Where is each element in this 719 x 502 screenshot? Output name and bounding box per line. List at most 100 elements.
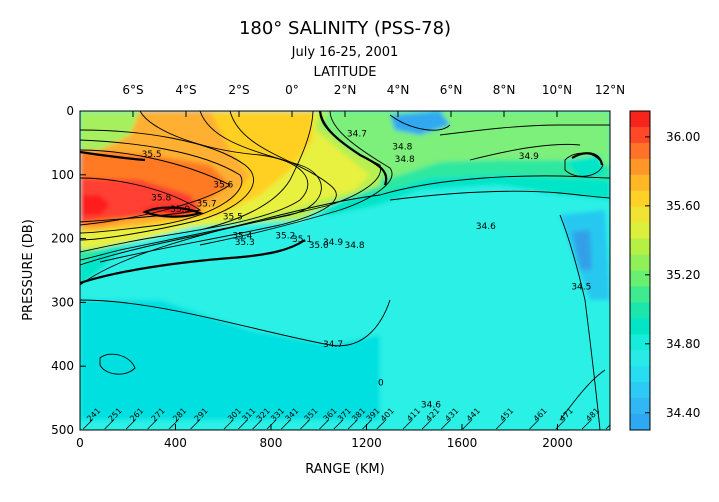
contour-line bbox=[80, 129, 255, 241]
contour-label: 35.8 bbox=[151, 193, 171, 203]
colorbar-swatch bbox=[630, 398, 650, 415]
bold-contour bbox=[80, 239, 306, 285]
contour-label: 35.6 bbox=[213, 181, 233, 191]
contour-line bbox=[80, 175, 610, 286]
contour-label: 34.7 bbox=[347, 130, 367, 140]
colorbar-swatch bbox=[630, 174, 650, 192]
colorbar-swatch bbox=[630, 382, 650, 399]
station-marker bbox=[281, 419, 291, 430]
station-marker bbox=[605, 424, 610, 430]
station-marker bbox=[300, 419, 310, 430]
station-marker bbox=[104, 419, 114, 430]
contour-line bbox=[99, 111, 337, 263]
latitude-axis: 6°S 4°S 2°S 0° 2°N 4°N 6°N 8°N 10°N 12°N bbox=[122, 83, 625, 117]
contour-lines bbox=[80, 111, 610, 430]
colorbar-swatch bbox=[630, 142, 650, 160]
bold-contour bbox=[318, 111, 388, 186]
lat-tick-label: 10°N bbox=[542, 83, 572, 97]
station-marker bbox=[168, 419, 179, 430]
region-3600 bbox=[80, 195, 110, 215]
contour-label: 35.3 bbox=[235, 238, 255, 248]
station-marker bbox=[495, 419, 506, 430]
contour-label: 34.8 bbox=[395, 155, 415, 165]
bold-contour bbox=[80, 150, 146, 162]
x-tick-label: 400 bbox=[164, 436, 187, 450]
contour-label: 34.7 bbox=[323, 340, 343, 350]
colorbar-swatch bbox=[630, 414, 650, 431]
station-label: 491 bbox=[608, 406, 625, 423]
contour-label: 34.8 bbox=[345, 241, 365, 251]
colorbar-swatch bbox=[630, 111, 650, 128]
station-marker bbox=[252, 419, 262, 430]
contour-line bbox=[80, 111, 322, 261]
station-marker bbox=[347, 419, 358, 430]
station-marker bbox=[581, 419, 592, 430]
station-marker bbox=[238, 419, 248, 430]
lat-tick-label: 6°S bbox=[122, 83, 143, 97]
colorbar-ticks: 36.00 35.60 35.20 34.80 34.40 bbox=[645, 130, 700, 420]
bold-contour bbox=[142, 206, 204, 218]
colorbar-tick-label: 36.00 bbox=[666, 130, 700, 144]
colorbar-swatch bbox=[630, 222, 650, 240]
contour-line bbox=[99, 353, 136, 375]
station-marker bbox=[333, 419, 344, 430]
contour-label: 34.8 bbox=[392, 142, 412, 152]
colorbar-swatch bbox=[630, 302, 650, 319]
bold-contour bbox=[571, 152, 604, 166]
lat-tick-label: 6°N bbox=[440, 83, 463, 97]
colorbar-swatch bbox=[630, 126, 650, 144]
salinity-field: 35.5 35.6 35.8 35.9 35.7 35.5 35.435.3 35.235.1… bbox=[80, 111, 625, 430]
station-marker bbox=[376, 419, 387, 430]
contour-label: 35.5 bbox=[142, 150, 162, 160]
colorbar-swatch bbox=[630, 254, 650, 271]
contour-line bbox=[559, 369, 606, 421]
x-tick-label: 0 bbox=[76, 436, 84, 450]
colorbar-frame bbox=[629, 110, 651, 431]
station-marker bbox=[402, 419, 413, 430]
colorbar-swatch bbox=[630, 158, 650, 176]
colorbar: 36.00 35.60 35.20 34.80 34.40 bbox=[629, 110, 700, 431]
contour-line bbox=[389, 114, 451, 131]
region-3440 bbox=[390, 111, 450, 135]
x-tick-label: 800 bbox=[260, 436, 283, 450]
lat-tick-label: 12°N bbox=[595, 83, 625, 97]
y-tick-label: 300 bbox=[51, 295, 74, 309]
chart-subtitle: July 16-25, 2001 bbox=[291, 45, 399, 60]
station-marker bbox=[125, 419, 136, 430]
region-3460 bbox=[80, 300, 380, 420]
region-3440-b bbox=[572, 230, 592, 270]
contour-line bbox=[564, 152, 604, 177]
top-axis-label: LATITUDE bbox=[314, 65, 377, 80]
colorbar-tick-label: 35.20 bbox=[666, 268, 700, 282]
contour-line bbox=[559, 214, 601, 430]
region-3470-b bbox=[565, 155, 605, 178]
colorbar-swatches bbox=[630, 111, 650, 431]
contour-line bbox=[80, 139, 243, 234]
y-axis: 0 100 200 300 400 500 bbox=[51, 104, 86, 437]
colorbar-swatch bbox=[630, 366, 650, 383]
colorbar-swatch bbox=[630, 206, 650, 224]
y-axis-label: PRESSURE (DB) bbox=[21, 219, 36, 321]
contour-label: 34.5 bbox=[571, 283, 591, 293]
x-tick-label: 1200 bbox=[351, 436, 382, 450]
contour-line bbox=[80, 149, 231, 226]
colorbar-swatch bbox=[630, 270, 650, 287]
x-axis: 0 400 800 1200 1600 2000 bbox=[76, 424, 573, 450]
x-tick-label: 2000 bbox=[542, 436, 573, 450]
contour-label: 34.9 bbox=[323, 238, 343, 248]
station-marker bbox=[223, 419, 234, 430]
bold-contours bbox=[80, 111, 604, 285]
y-tick-label: 100 bbox=[51, 168, 74, 182]
contour-label: 35.5 bbox=[223, 212, 243, 222]
y-tick-label: 0 bbox=[66, 104, 74, 118]
y-tick-label: 200 bbox=[51, 232, 74, 246]
lat-tick-label: 8°N bbox=[493, 83, 516, 97]
station-marker bbox=[190, 419, 200, 430]
contour-label: 35.0 bbox=[309, 241, 329, 251]
contour-label: 34.9 bbox=[519, 152, 539, 162]
contour-label: 35.7 bbox=[197, 200, 217, 210]
colorbar-tick-label: 34.40 bbox=[666, 406, 700, 420]
lat-tick-label: 4°S bbox=[175, 83, 196, 97]
